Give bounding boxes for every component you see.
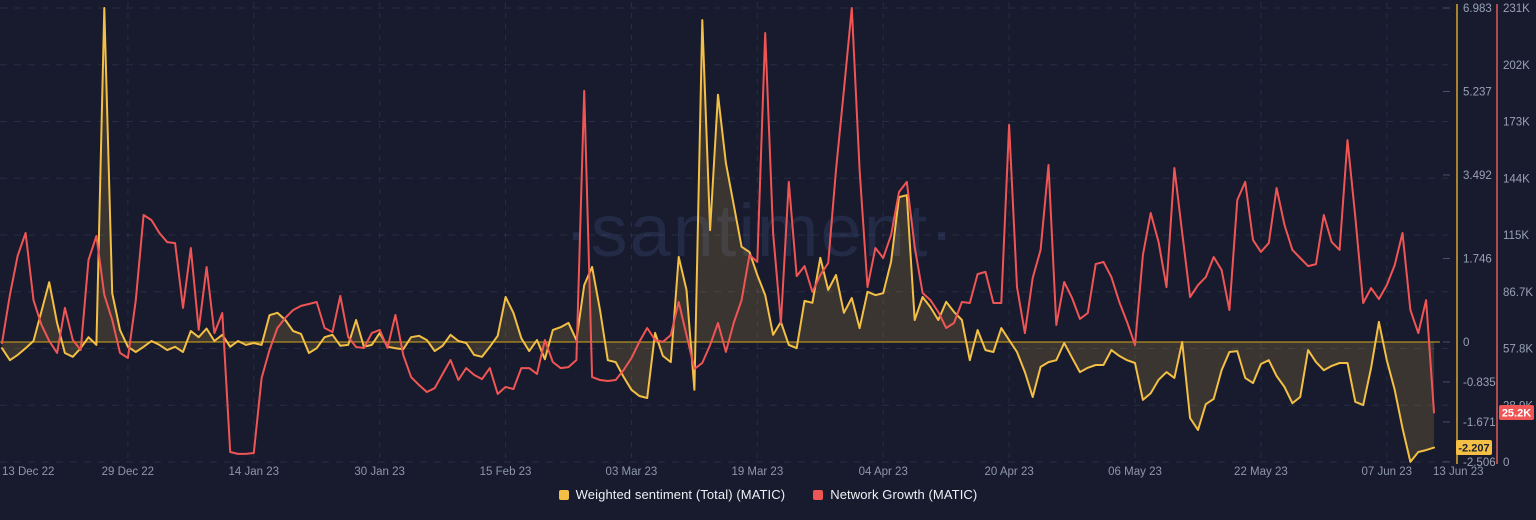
legend-label-network: Network Growth (MATIC) [830, 487, 978, 502]
date-tick-label: 14 Jan 23 [229, 466, 280, 478]
sentiment-tick-label: 6.983 [1463, 3, 1492, 15]
sentiment-tick-label: 1.746 [1463, 253, 1492, 265]
network-value-badge [1499, 404, 1534, 420]
sentiment-tick-label: 3.492 [1463, 170, 1492, 182]
date-tick-label: 30 Jan 23 [354, 466, 405, 478]
date-tick-label: 07 Jun 23 [1362, 466, 1413, 478]
sentiment-swatch-icon [558, 489, 569, 500]
network-tick-label: 57.8K [1503, 344, 1533, 356]
date-tick-label: 06 May 23 [1108, 466, 1162, 478]
network-value-badge-label: 25.2K [1502, 407, 1531, 419]
sentiment-tick-label: -1.671 [1463, 417, 1496, 429]
date-tick-label: 13 Jun 23 [1433, 466, 1484, 478]
network-tick-label: 0 [1503, 457, 1509, 469]
date-tick-label: 19 Mar 23 [731, 466, 783, 478]
date-tick-label: 20 Apr 23 [985, 466, 1034, 478]
sentiment-area [2, 8, 1434, 462]
date-tick-label: 22 May 23 [1234, 466, 1288, 478]
sentiment-tick-label: 5.237 [1463, 87, 1492, 99]
legend-label-sentiment: Weighted sentiment (Total) (MATIC) [575, 487, 786, 502]
legend-item-weighted-sentiment[interactable]: Weighted sentiment (Total) (MATIC) [558, 487, 786, 502]
network-tick-label: 86.7K [1503, 287, 1533, 299]
network-tick-label: 202K [1503, 60, 1530, 72]
date-tick-label: 04 Apr 23 [859, 466, 908, 478]
network-line [1, 7, 1435, 455]
network-tick-label: 173K [1503, 117, 1530, 129]
network-tick-label: 231K [1503, 3, 1530, 15]
sentiment-tick-label: -2.506 [1463, 457, 1496, 469]
sentiment-line [1, 7, 1435, 463]
network-tick-label: 144K [1503, 173, 1530, 185]
legend: Weighted sentiment (Total) (MATIC) Netwo… [0, 487, 1536, 502]
sentiment-value-badge-label: -2.207 [1458, 443, 1489, 455]
date-tick-label: 29 Dec 22 [102, 466, 154, 478]
date-tick-label: 03 Mar 23 [606, 466, 658, 478]
sentiment-tick-label: 0 [1463, 337, 1469, 349]
network-tick-label: 115K [1503, 230, 1529, 242]
date-tick-label: 13 Dec 22 [2, 466, 54, 478]
network-swatch-icon [813, 489, 824, 500]
date-tick-label: 15 Feb 23 [480, 466, 532, 478]
sentiment-tick-label: -0.835 [1463, 377, 1496, 389]
sentiment-value-badge [1456, 440, 1492, 456]
legend-item-network-growth[interactable]: Network Growth (MATIC) [813, 487, 977, 502]
